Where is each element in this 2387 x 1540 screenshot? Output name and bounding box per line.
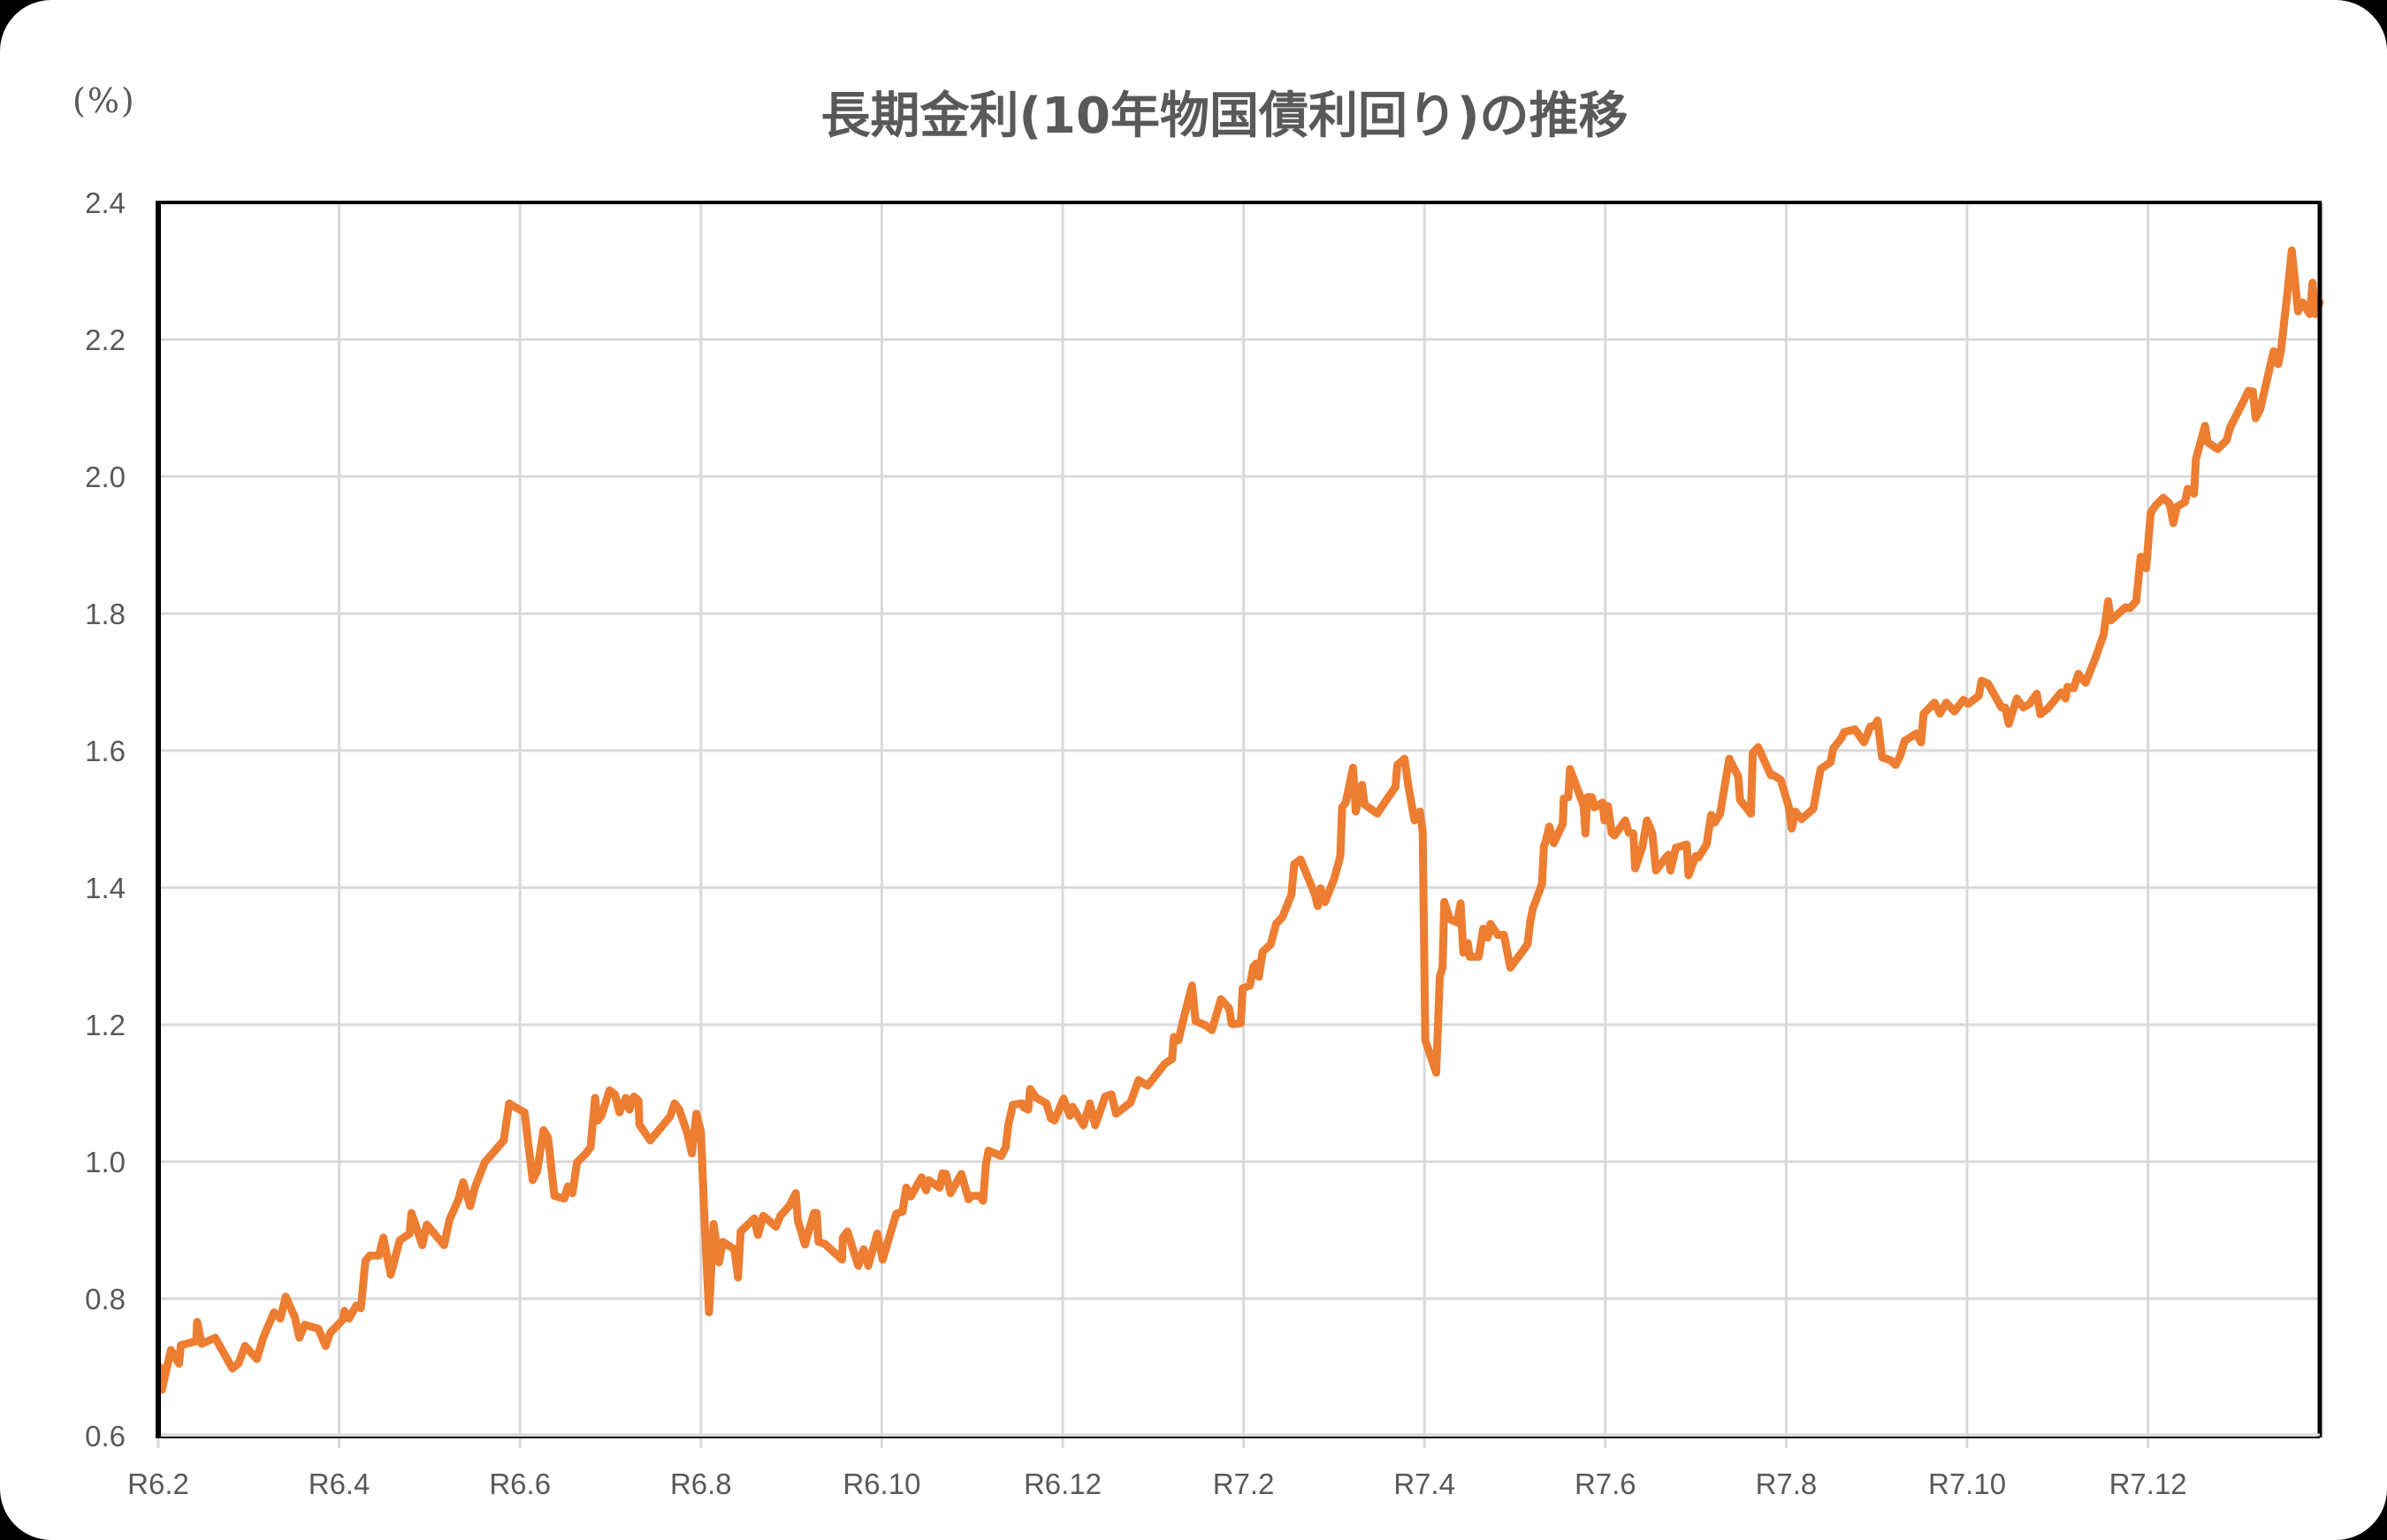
x-tick-label: R7.12 (2109, 1468, 2187, 1500)
y-tick-label: 0.6 (85, 1420, 126, 1452)
y-tick-label: 2.2 (85, 324, 126, 356)
y-tick-label: 1.8 (85, 598, 126, 630)
y-gridlines (158, 338, 2320, 1300)
x-tick-label: R7.6 (1575, 1468, 1636, 1500)
y-tick-label: 0.8 (85, 1283, 126, 1315)
x-tick-label: R6.12 (1024, 1468, 1102, 1500)
x-tick-label: R6.8 (670, 1468, 732, 1500)
y-tick-label: 1.6 (85, 735, 126, 767)
chart-title: 長期金利(10年物国債利回り)の推移 (820, 88, 1628, 145)
y-tick-label: 2.4 (85, 187, 126, 219)
y-tick-label: 1.2 (85, 1009, 126, 1041)
x-tick-label: R6.2 (127, 1468, 189, 1500)
x-tick-label: R7.2 (1213, 1468, 1275, 1500)
y-tick-label: 1.4 (85, 872, 126, 904)
data-series-line (156, 246, 2324, 1394)
y-axis-tick-labels: 2.4 2.2 2.0 1.8 1.6 1.4 1.2 1.0 0.8 0.6 (85, 187, 126, 1452)
x-tick-label: R6.10 (843, 1468, 920, 1500)
y-axis-unit-label: (%) (72, 81, 136, 120)
y-tick-label: 2.0 (85, 461, 126, 493)
x-tick-label: R7.10 (1928, 1468, 2006, 1500)
x-axis-tick-labels: R6.2 R6.4 R6.6 R6.8 R6.10 R6.12 R7.2 R7.4 R7.6 R7… (127, 1468, 2187, 1500)
y-tick-label: 1.0 (85, 1146, 126, 1178)
x-tick-label: R7.4 (1393, 1468, 1455, 1500)
x-tick-label: R7.8 (1756, 1468, 1818, 1500)
plot-frame (156, 201, 2322, 1438)
x-gridlines (156, 202, 2150, 1448)
x-tick-label: R6.6 (489, 1468, 551, 1500)
x-tick-label: R6.4 (309, 1468, 370, 1500)
